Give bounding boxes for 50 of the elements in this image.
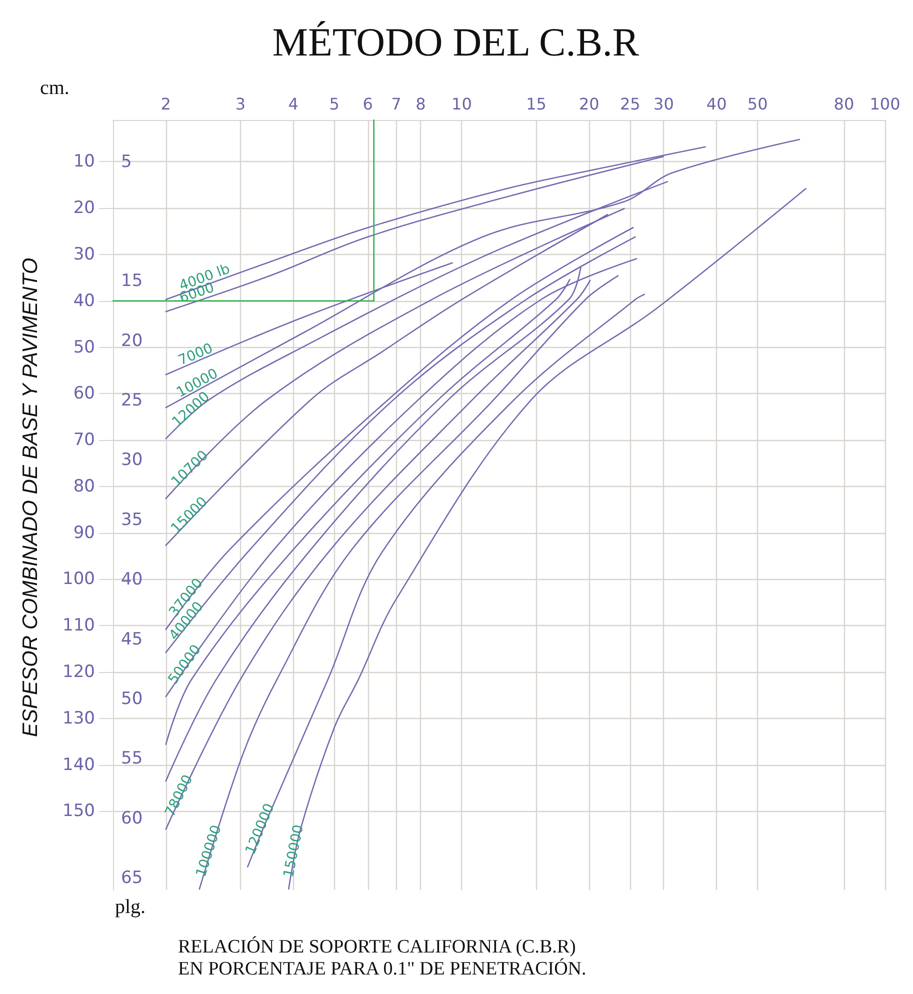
y2-tick-label: 5 xyxy=(121,152,132,172)
x-tick-label: 50 xyxy=(747,94,768,114)
y2-tick-label: 50 xyxy=(121,688,143,709)
text: 7000 xyxy=(176,340,216,369)
y-tick-label: 20 xyxy=(73,198,95,218)
y-tick-label: 140 xyxy=(62,754,95,775)
x-tick-label: 2 xyxy=(160,94,171,114)
y-axis-title: ESPESOR COMBINADO DE BASE Y PAVIMENTO xyxy=(19,258,42,738)
x-tick-label: 25 xyxy=(620,94,640,114)
y2-tick-label: 30 xyxy=(121,450,143,470)
x-tick-label: 100 xyxy=(870,94,900,114)
x-tick-label: 20 xyxy=(578,94,600,114)
y-tick-label: 60 xyxy=(73,384,95,404)
y-tick-label: 120 xyxy=(62,662,95,682)
y2-tick-label: 25 xyxy=(121,390,143,411)
y-tick-label: 80 xyxy=(73,476,95,496)
y-tick-label: 30 xyxy=(73,244,95,265)
x-tick-label: 7 xyxy=(391,94,402,114)
text: plg. xyxy=(115,896,146,918)
y-tick-label: 110 xyxy=(62,616,95,636)
y2-tick-label: 55 xyxy=(121,748,143,769)
y2-tick-label: 45 xyxy=(121,629,143,650)
text: cm. xyxy=(40,77,70,99)
x-tick-label: 80 xyxy=(834,94,854,114)
y-tick-label: 100 xyxy=(62,569,95,590)
y2-tick-label: 15 xyxy=(121,271,143,292)
x-axis-title: RELACIÓN DE SOPORTE CALIFORNIA (C.B.R) EN PORCENTAJE PARA 0.1" DE PENETRACIÓN. xyxy=(178,936,586,980)
x-tick-label: 5 xyxy=(329,94,340,114)
x-tick-label: 10 xyxy=(452,94,472,114)
y-tick-label: 150 xyxy=(62,801,95,822)
x-tick-label: 8 xyxy=(416,94,426,114)
x-tick-label: 6 xyxy=(362,94,373,114)
x-tick-label: 40 xyxy=(706,94,727,114)
y2-tick-label: 35 xyxy=(121,510,143,530)
y2-tick-label: 60 xyxy=(121,808,143,828)
chart-title: MÉTODO DEL C.B.R xyxy=(272,20,640,64)
x-tick-label: 15 xyxy=(526,94,546,114)
y-tick-label: 40 xyxy=(73,290,95,311)
y-tick-label: 130 xyxy=(62,708,95,728)
x-tick-label: 4 xyxy=(288,94,298,114)
x-tick-label: 30 xyxy=(654,94,674,114)
x-tick-label: 3 xyxy=(235,94,246,114)
y-tick-label: 10 xyxy=(73,152,95,172)
y2-tick-label: 65 xyxy=(121,868,143,888)
y2-tick-label: 20 xyxy=(121,330,143,351)
y-tick-label: 90 xyxy=(73,522,95,543)
text: 150000 xyxy=(280,823,307,879)
y-tick-label: 50 xyxy=(73,337,95,358)
y-tick-label: 70 xyxy=(73,430,95,450)
y2-tick-label: 40 xyxy=(121,570,143,590)
